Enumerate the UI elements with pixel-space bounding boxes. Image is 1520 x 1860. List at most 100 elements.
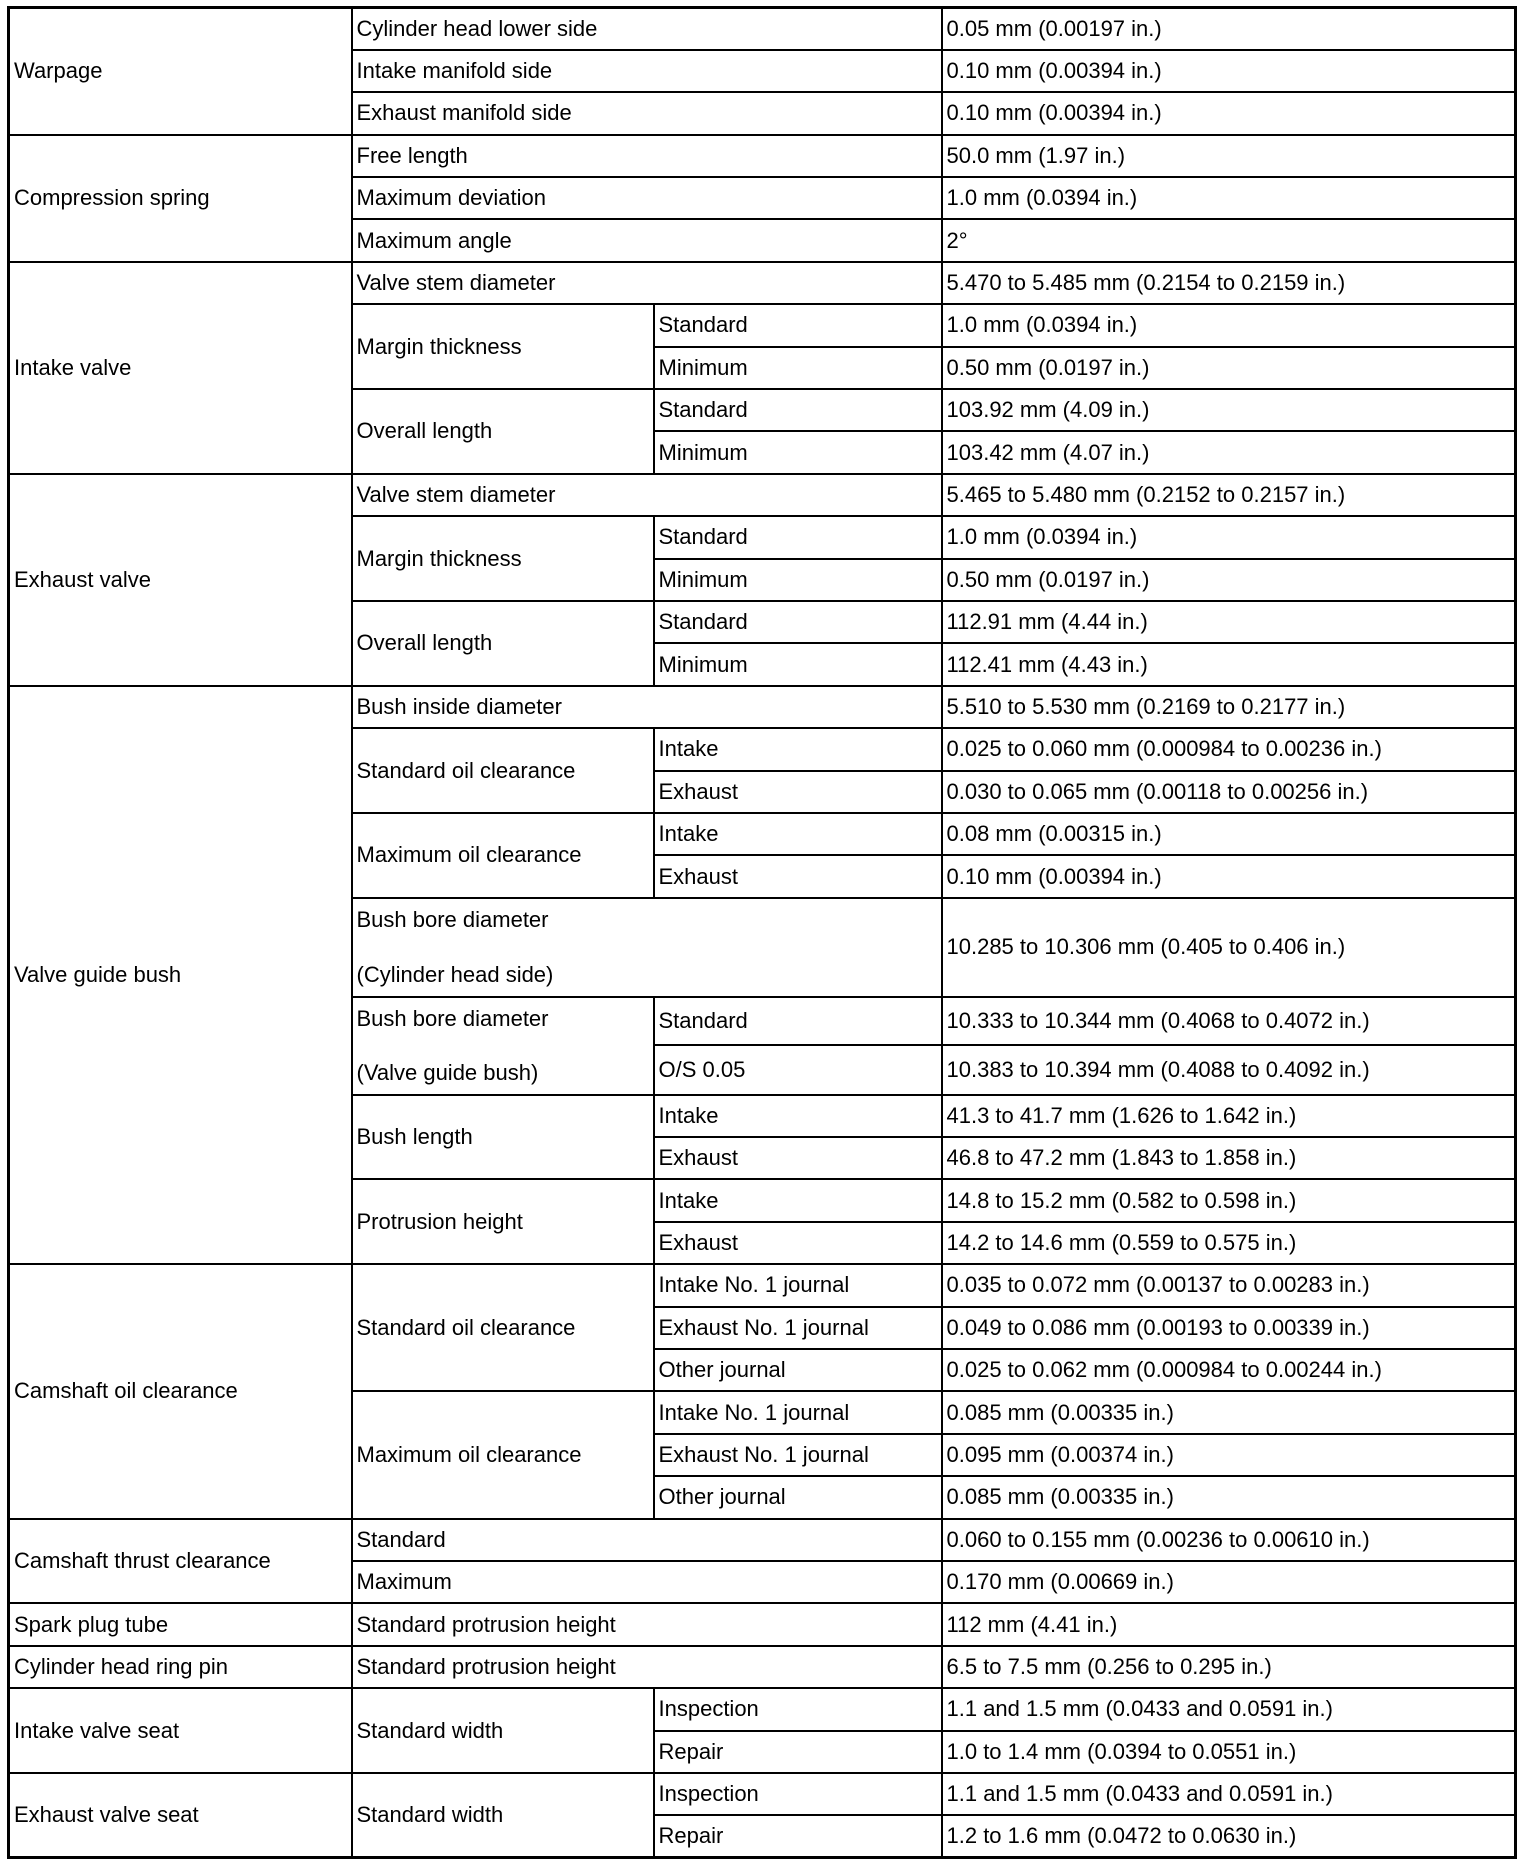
specification-table: Warpage Cylinder head lower side 0.05 mm (… bbox=[7, 6, 1517, 1860]
sub-label: Inspection bbox=[652, 1687, 943, 1732]
table-row: Minimum 0.50 mm (0.0197 in.) bbox=[9, 345, 1517, 391]
group-label: Exhaust valve seat bbox=[7, 1771, 353, 1859]
item-label: Standard oil clearance bbox=[350, 1263, 655, 1393]
spec-value: 5.465 to 5.480 mm (0.2152 to 0.2157 in.) bbox=[940, 472, 1517, 518]
table-row: Maximum oil clearance Intake 0.08 mm (0.00… bbox=[9, 811, 1517, 899]
item-label: Standard width bbox=[350, 1771, 655, 1859]
table-row: Maximum angle 2° bbox=[9, 218, 1517, 263]
item-label: Standard bbox=[350, 1517, 943, 1563]
group-label: Intake valve bbox=[7, 260, 353, 475]
group-label: Intake valve seat bbox=[7, 1687, 353, 1774]
item-label: Standard protrusion height bbox=[350, 1644, 943, 1690]
sub-label: Repair bbox=[652, 1729, 943, 1774]
table-row: Intake valve Valve stem diameter 5.470 to … bbox=[7, 260, 1517, 475]
sub-label: Standard bbox=[652, 599, 943, 645]
table-row: O/S 0.05 10.383 to 10.394 mm (0.4088 to 0… bbox=[9, 1043, 1517, 1096]
spec-value: 0.060 to 0.155 mm (0.00236 to 0.00610 in… bbox=[940, 1517, 1517, 1563]
table-row: Intake valve seat Standard width Inspectio… bbox=[7, 1687, 1517, 1774]
item-label: Bush length bbox=[350, 1093, 655, 1181]
spec-value: 0.170 mm (0.00669 in.) bbox=[940, 1559, 1517, 1605]
table-row: Exhaust No. 1 journal 0.049 to 0.086 mm (… bbox=[9, 1305, 1517, 1351]
table-row: Margin thickness Standard 1.0 mm (0.0394 i… bbox=[9, 303, 1517, 391]
group-label: Warpage bbox=[7, 6, 353, 136]
sub-label: Intake No. 1 journal bbox=[652, 1263, 943, 1308]
spec-value: 0.50 mm (0.0197 in.) bbox=[940, 557, 1517, 602]
item-label: Standard oil clearance bbox=[350, 727, 655, 814]
table-row: Other journal 0.025 to 0.062 mm (0.000984… bbox=[9, 1348, 1517, 1393]
spec-value: 0.10 mm (0.00394 in.) bbox=[940, 91, 1517, 136]
item-label: Bush bore diameter (Valve guide bush) bbox=[350, 995, 655, 1096]
spec-value: 1.0 mm (0.0394 in.) bbox=[940, 176, 1517, 221]
spec-value: 0.025 to 0.060 mm (0.000984 to 0.00236 i… bbox=[940, 727, 1517, 772]
table-row: Spark plug tube Standard protrusion heigh… bbox=[7, 1602, 1517, 1647]
sub-label: O/S 0.05 bbox=[652, 1043, 943, 1096]
spec-value: 10.383 to 10.394 mm (0.4088 to 0.4092 in… bbox=[940, 1043, 1517, 1096]
item-label: Overall length bbox=[350, 599, 655, 687]
spec-value: 5.510 to 5.530 mm (0.2169 to 0.2177 in.) bbox=[940, 684, 1517, 730]
sub-label: Repair bbox=[652, 1814, 943, 1859]
item-label: Maximum bbox=[350, 1559, 943, 1605]
item-label: Standard protrusion height bbox=[350, 1602, 943, 1647]
table-row: Exhaust manifold side 0.10 mm (0.00394 in… bbox=[9, 91, 1517, 136]
item-label: Valve stem diameter bbox=[350, 260, 943, 306]
table-row: Exhaust No. 1 journal 0.095 mm (0.00374 i… bbox=[9, 1432, 1517, 1478]
table-row: Compression spring Free length 50.0 mm (1.… bbox=[7, 133, 1517, 263]
sub-label: Intake bbox=[652, 1093, 943, 1139]
item-label: Margin thickness bbox=[350, 303, 655, 391]
item-label-line: (Cylinder head side) bbox=[356, 961, 554, 987]
table-row: Bush length Intake 41.3 to 41.7 mm (1.626 … bbox=[9, 1093, 1517, 1181]
spec-value: 1.1 and 1.5 mm (0.0433 and 0.0591 in.) bbox=[940, 1771, 1517, 1817]
table-row: Camshaft oil clearance Standard oil clear… bbox=[7, 1263, 1517, 1520]
table-row: Minimum 112.41 mm (4.43 in.) bbox=[9, 642, 1517, 687]
sub-label: Exhaust No. 1 journal bbox=[652, 1432, 943, 1478]
sub-label: Exhaust bbox=[652, 1136, 943, 1181]
item-label: Maximum oil clearance bbox=[350, 1390, 655, 1520]
sub-label: Exhaust bbox=[652, 1220, 943, 1266]
table-row: Exhaust valve Valve stem diameter 5.465 to… bbox=[7, 472, 1517, 687]
item-label: Valve stem diameter bbox=[350, 472, 943, 518]
table-row: Repair 1.0 to 1.4 mm (0.0394 to 0.0551 in… bbox=[9, 1729, 1517, 1774]
group-label: Camshaft thrust clearance bbox=[7, 1517, 353, 1605]
item-label: Protrusion height bbox=[350, 1178, 655, 1266]
table-row: Maximum deviation 1.0 mm (0.0394 in.) bbox=[9, 176, 1517, 221]
spec-value: 0.10 mm (0.00394 in.) bbox=[940, 854, 1517, 899]
spec-value: 112.41 mm (4.43 in.) bbox=[940, 642, 1517, 687]
table-row: Overall length Standard 103.92 mm (4.09 in… bbox=[9, 388, 1517, 475]
table-row: Cylinder head ring pin Standard protrusio… bbox=[7, 1644, 1517, 1690]
sub-label: Exhaust bbox=[652, 769, 943, 814]
table-row: Exhaust valve seat Standard width Inspecti… bbox=[7, 1771, 1517, 1859]
group-label: Valve guide bush bbox=[7, 684, 353, 1266]
spec-value: 0.049 to 0.086 mm (0.00193 to 0.00339 in… bbox=[940, 1305, 1517, 1351]
spec-value: 14.8 to 15.2 mm (0.582 to 0.598 in.) bbox=[940, 1178, 1517, 1223]
table-row: Protrusion height Intake 14.8 to 15.2 mm (… bbox=[9, 1178, 1517, 1266]
item-label: Bush bore diameter (Cylinder head side) bbox=[350, 896, 943, 998]
spec-value: 0.035 to 0.072 mm (0.00137 to 0.00283 in… bbox=[940, 1263, 1517, 1308]
item-label: Cylinder head lower side bbox=[350, 6, 943, 51]
table-row: Margin thickness Standard 1.0 mm (0.0394 i… bbox=[9, 515, 1517, 602]
sub-label: Minimum bbox=[652, 430, 943, 475]
table-row: Exhaust 14.2 to 14.6 mm (0.559 to 0.575 i… bbox=[9, 1220, 1517, 1266]
spec-value: 0.025 to 0.062 mm (0.000984 to 0.00244 i… bbox=[940, 1348, 1517, 1393]
spec-value: 41.3 to 41.7 mm (1.626 to 1.642 in.) bbox=[940, 1093, 1517, 1139]
spec-value: 1.0 to 1.4 mm (0.0394 to 0.0551 in.) bbox=[940, 1729, 1517, 1774]
spec-value: 1.0 mm (0.0394 in.) bbox=[940, 303, 1517, 348]
item-label: Margin thickness bbox=[350, 515, 655, 602]
item-label-line: Bush bore diameter bbox=[356, 1005, 549, 1031]
spec-value: 112 mm (4.41 in.) bbox=[940, 1602, 1517, 1647]
spec-value: 6.5 to 7.5 mm (0.256 to 0.295 in.) bbox=[940, 1644, 1517, 1690]
spec-value: 0.10 mm (0.00394 in.) bbox=[940, 48, 1517, 94]
table-row: Minimum 103.42 mm (4.07 in.) bbox=[9, 430, 1517, 475]
item-label: Maximum oil clearance bbox=[350, 811, 655, 899]
table-row: Bush bore diameter (Cylinder head side) 10… bbox=[9, 896, 1517, 998]
item-label: Exhaust manifold side bbox=[350, 91, 943, 136]
sub-label: Exhaust bbox=[652, 854, 943, 899]
spec-value: 1.0 mm (0.0394 in.) bbox=[940, 515, 1517, 560]
group-label: Spark plug tube bbox=[7, 1602, 353, 1647]
spec-value: 1.2 to 1.6 mm (0.0472 to 0.0630 in.) bbox=[940, 1814, 1517, 1859]
spec-value: 1.1 and 1.5 mm (0.0433 and 0.0591 in.) bbox=[940, 1687, 1517, 1732]
spec-value: 103.42 mm (4.07 in.) bbox=[940, 430, 1517, 475]
table-row: Intake manifold side 0.10 mm (0.00394 in.… bbox=[9, 48, 1517, 94]
spec-value: 0.08 mm (0.00315 in.) bbox=[940, 811, 1517, 857]
spec-value: 0.030 to 0.065 mm (0.00118 to 0.00256 in… bbox=[940, 769, 1517, 814]
sub-label: Inspection bbox=[652, 1771, 943, 1817]
